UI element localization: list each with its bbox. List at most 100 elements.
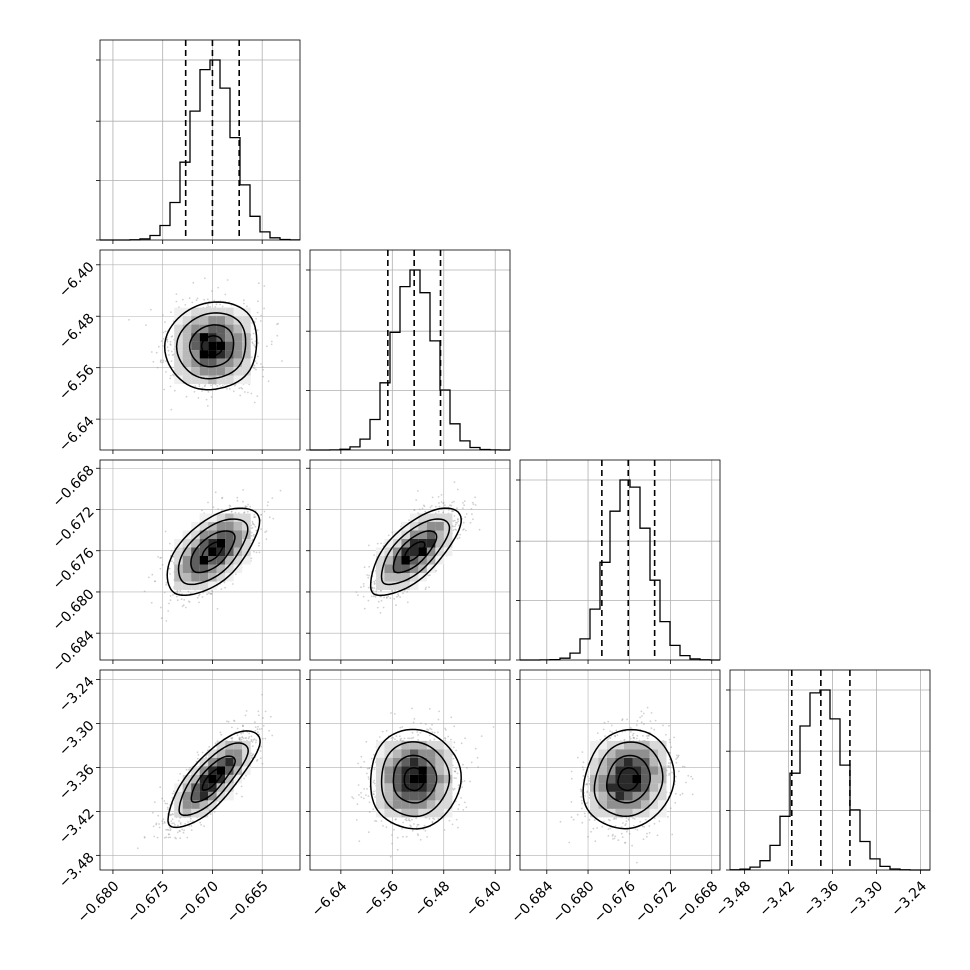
scatter-point <box>174 824 176 826</box>
scatter-point <box>185 395 188 398</box>
scatter-point <box>171 335 174 338</box>
scatter-point <box>430 505 433 507</box>
scatter-point <box>438 505 441 508</box>
density-cell <box>225 358 234 368</box>
scatter-point <box>254 360 257 362</box>
scatter-point <box>253 516 256 518</box>
scatter-point <box>255 368 257 371</box>
scatter-point <box>167 349 170 352</box>
scatter-point <box>424 588 427 591</box>
histogram-panel-3 <box>726 670 930 874</box>
scatter-point <box>454 523 457 526</box>
scatter-point <box>216 608 219 610</box>
scatter-point <box>357 594 359 596</box>
scatter-point <box>164 530 167 533</box>
scatter-point <box>184 823 187 825</box>
scatter-point <box>210 396 213 398</box>
scatter-point <box>166 339 168 341</box>
scatter-point <box>440 494 443 496</box>
density-cell <box>426 522 436 531</box>
scatter-point <box>453 481 456 483</box>
scatter-point <box>470 508 473 510</box>
histogram-1-frame <box>309 249 511 451</box>
scatter-point <box>257 342 260 344</box>
density-cell <box>401 556 410 565</box>
scatter-point <box>462 502 464 504</box>
scatter-point <box>246 305 248 308</box>
scatter-point <box>248 732 251 735</box>
scatter-point <box>458 536 461 539</box>
scatter-point <box>185 606 187 609</box>
scatter-point <box>457 520 459 523</box>
scatter-point <box>376 542 379 545</box>
scatter-point <box>201 751 204 754</box>
scatter-point <box>236 499 239 502</box>
scatter-point <box>241 387 244 390</box>
scatter-point <box>394 589 396 592</box>
scatter-point <box>198 594 200 597</box>
scatter-point <box>206 593 209 596</box>
scatter-point <box>253 514 256 516</box>
scatter-point <box>389 597 392 599</box>
scatter-point <box>236 496 239 499</box>
scatter-point <box>165 371 167 373</box>
scatter-point <box>252 366 255 369</box>
density-cell <box>182 333 192 342</box>
scatter-point <box>157 345 160 348</box>
scatter-point <box>268 516 271 519</box>
scatter-point <box>172 353 175 356</box>
scatter-point <box>232 390 235 393</box>
scatter-point <box>203 298 206 301</box>
scatter-point <box>438 502 440 504</box>
scatter-point <box>453 500 455 503</box>
scatter-point <box>455 529 458 531</box>
scatter-point <box>454 525 456 528</box>
scatter-point <box>182 298 184 301</box>
scatter-point <box>165 620 168 622</box>
scatter-point <box>221 509 223 511</box>
scatter-point <box>379 612 382 614</box>
scatter-point <box>198 385 201 388</box>
scatter-point <box>170 336 173 338</box>
scatter-point <box>276 323 278 326</box>
scatter-point <box>173 822 175 825</box>
density-cell <box>182 316 192 325</box>
density-cell <box>233 307 243 317</box>
scatter-point <box>257 355 259 358</box>
scatter-point <box>154 580 156 583</box>
density-cell <box>242 333 251 342</box>
scatter-point <box>373 580 375 583</box>
scatter-point <box>246 510 249 513</box>
scatter-point <box>170 408 173 411</box>
histogram-panel-1 <box>306 250 510 454</box>
histogram-2-frame <box>519 459 721 661</box>
scatter-point <box>243 302 245 305</box>
scatter-point <box>456 507 458 510</box>
scatter-point <box>368 574 370 577</box>
scatter-point <box>452 529 455 532</box>
scatter-point <box>462 507 464 510</box>
scatter-point <box>393 598 396 600</box>
scatter-point <box>465 529 467 532</box>
scatter-point <box>194 385 197 388</box>
scatter-point <box>402 592 404 595</box>
scatter-point <box>206 405 209 407</box>
scatter-point <box>456 518 459 521</box>
density-cell <box>242 358 251 368</box>
scatter-point <box>380 542 382 545</box>
scatter-point <box>399 596 402 598</box>
scatter-point <box>240 386 243 389</box>
scatter-point <box>373 554 375 556</box>
scatter-point <box>249 505 252 508</box>
scatter-point <box>169 340 172 343</box>
scatter-point <box>423 505 426 508</box>
scatter-point <box>152 360 155 363</box>
scatter-point <box>221 305 224 308</box>
scatter-point <box>251 527 254 529</box>
scatter-point <box>192 281 195 284</box>
scatter-point <box>259 757 262 760</box>
scatter-point <box>251 322 254 324</box>
scatter-point <box>224 293 227 296</box>
density-cell <box>208 375 217 385</box>
scatter-point <box>175 293 178 295</box>
